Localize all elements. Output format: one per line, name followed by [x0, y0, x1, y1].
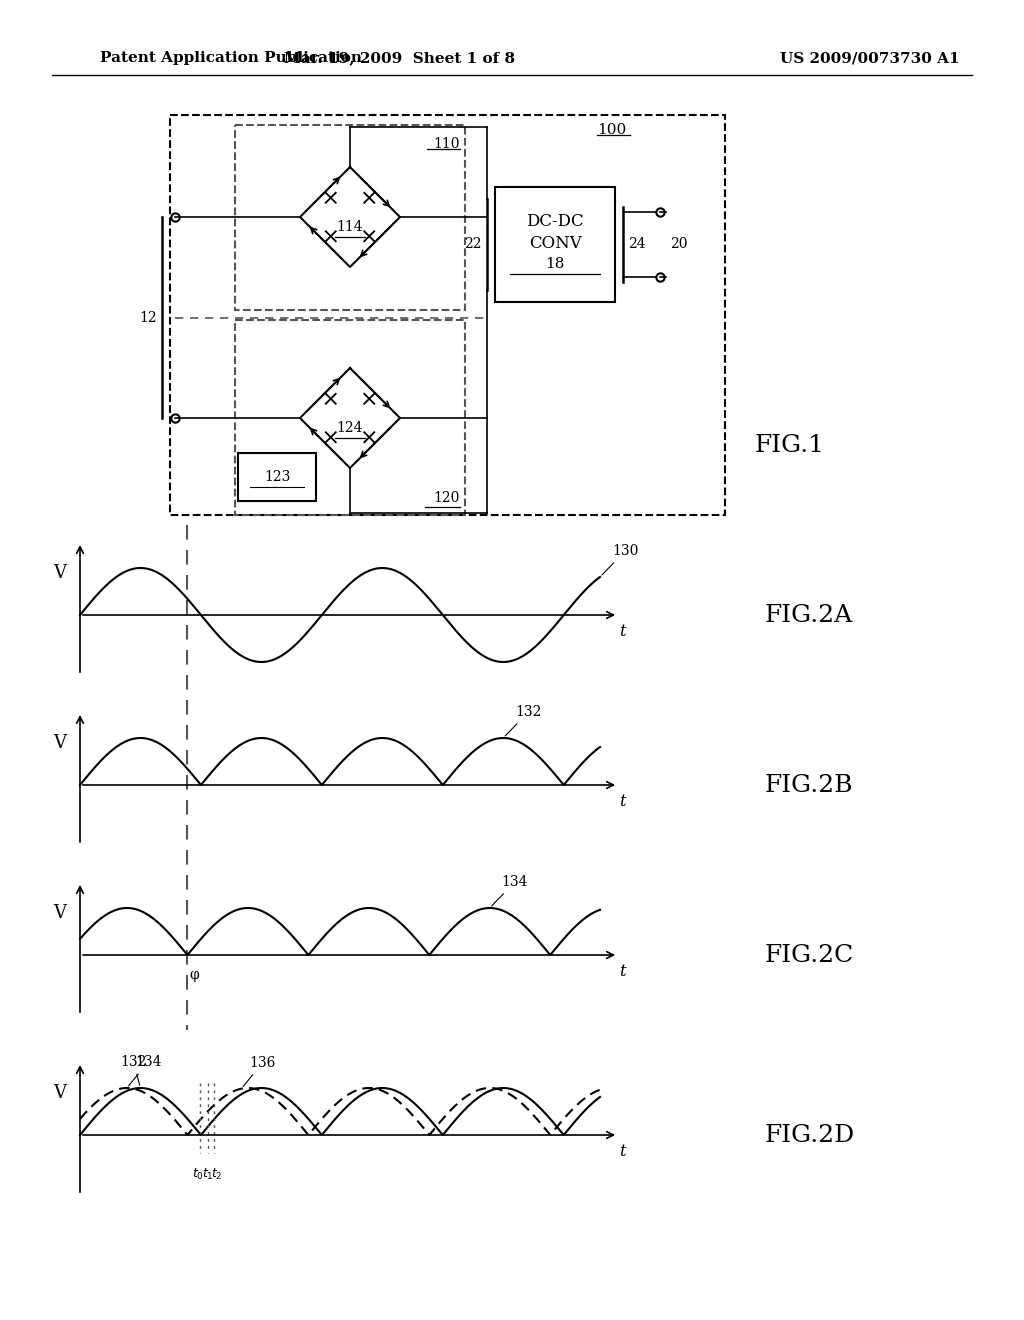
Text: US 2009/0073730 A1: US 2009/0073730 A1 [780, 51, 959, 65]
Text: 123: 123 [264, 470, 290, 484]
Text: 120: 120 [433, 491, 460, 506]
Text: $t_2$: $t_2$ [211, 1167, 222, 1183]
Text: φ: φ [189, 968, 200, 982]
Text: V: V [53, 1084, 67, 1102]
Text: FIG.2D: FIG.2D [765, 1123, 855, 1147]
Text: 136: 136 [243, 1056, 275, 1086]
Text: t: t [618, 962, 626, 979]
Text: 134: 134 [129, 1055, 162, 1086]
Text: Mar. 19, 2009  Sheet 1 of 8: Mar. 19, 2009 Sheet 1 of 8 [285, 51, 515, 65]
Text: V: V [53, 904, 67, 921]
Text: 130: 130 [602, 544, 638, 576]
Text: 114: 114 [337, 220, 364, 234]
Text: $t_1$: $t_1$ [202, 1167, 213, 1183]
Text: t: t [618, 1143, 626, 1159]
Text: 124: 124 [337, 421, 364, 436]
Text: t: t [618, 792, 626, 809]
Text: V: V [53, 734, 67, 752]
Text: DC-DC
CONV: DC-DC CONV [526, 213, 584, 252]
Text: V: V [53, 564, 67, 582]
Text: Patent Application Publication: Patent Application Publication [100, 51, 362, 65]
Text: 18: 18 [546, 257, 564, 272]
Text: 22: 22 [464, 238, 481, 252]
Text: 132: 132 [121, 1055, 146, 1085]
Text: 20: 20 [670, 238, 687, 252]
Text: 134: 134 [492, 875, 528, 906]
Text: 24: 24 [628, 238, 646, 252]
Text: 100: 100 [597, 123, 627, 137]
Text: FIG.1: FIG.1 [755, 433, 825, 457]
Text: 12: 12 [139, 310, 157, 325]
Text: 110: 110 [433, 137, 460, 150]
Text: t: t [618, 623, 626, 639]
Text: 132: 132 [505, 705, 542, 737]
Text: FIG.2A: FIG.2A [765, 603, 853, 627]
Text: FIG.2C: FIG.2C [765, 944, 854, 966]
Text: FIG.2B: FIG.2B [765, 774, 853, 796]
Text: $t_0$: $t_0$ [193, 1167, 204, 1183]
